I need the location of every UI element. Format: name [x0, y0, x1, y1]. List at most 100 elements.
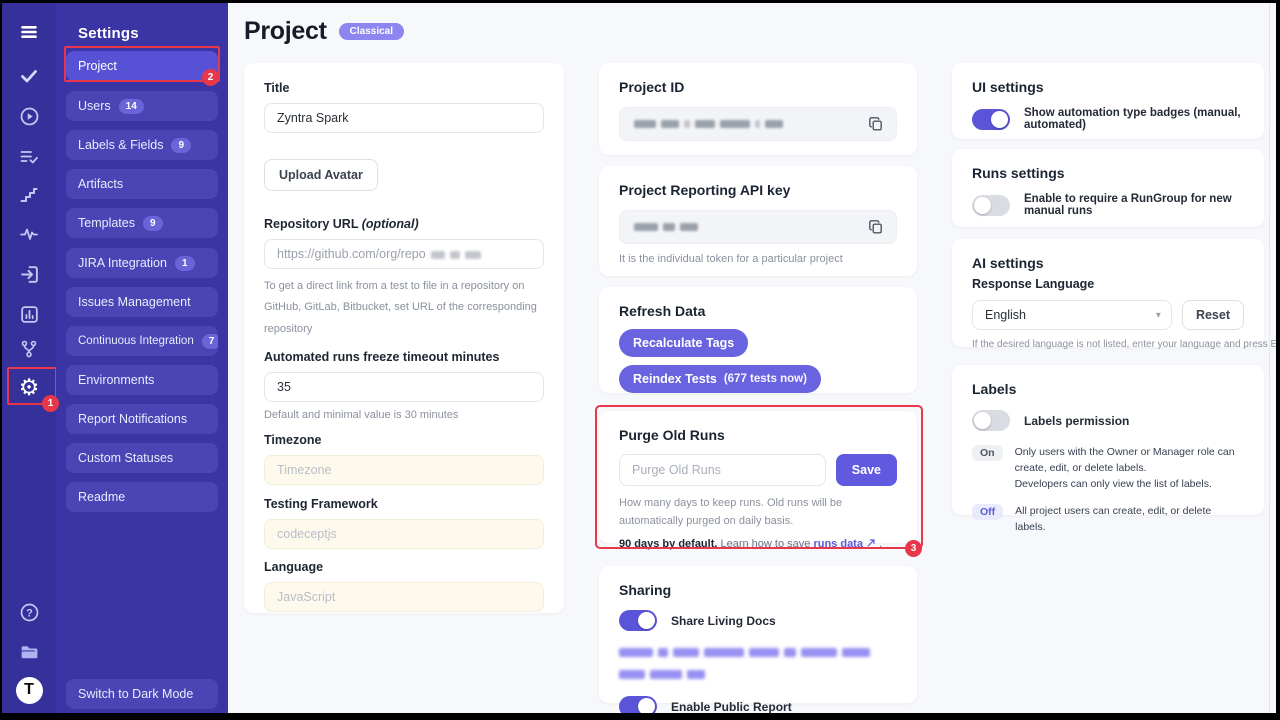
runs-data-link[interactable]: runs data: [813, 538, 863, 551]
labels-on-text: Only users with the Owner or Manager rol…: [1014, 446, 1235, 490]
ai-settings-card: AI settings Response Language English ▾ …: [952, 239, 1276, 350]
app-logo[interactable]: T: [2, 675, 56, 705]
language-input[interactable]: [264, 582, 544, 613]
project-form-card: Title Upload Avatar Repository URL (opti…: [244, 63, 564, 613]
api-key-help: It is the individual token for a particu…: [619, 253, 843, 265]
copy-icon[interactable]: [866, 217, 886, 237]
enable-public-report-label: Enable Public Report: [671, 699, 792, 714]
plans-list-check-icon[interactable]: [2, 144, 56, 170]
annotation-badge-2: 2: [202, 69, 219, 86]
annotation-badge-1: 1: [42, 395, 59, 412]
upload-avatar-button[interactable]: Upload Avatar: [264, 159, 378, 191]
labels-title: Labels: [972, 381, 1017, 397]
ai-settings-title: AI settings: [972, 255, 1044, 271]
framework-input[interactable]: [264, 519, 544, 550]
language-label: Language: [264, 560, 324, 575]
nav-item-continuous-integration[interactable]: Continuous Integration 7: [66, 326, 218, 356]
living-docs-link-redacted-2: [619, 666, 897, 684]
repo-url-input[interactable]: https://github.com/org/repo: [264, 239, 544, 269]
repo-url-label: Repository URL (optional): [264, 217, 419, 231]
analytics-chart-icon[interactable]: [2, 301, 56, 327]
reset-button[interactable]: Reset: [1181, 300, 1244, 330]
projects-folder-icon[interactable]: [2, 639, 56, 665]
automation-badges-toggle[interactable]: [972, 108, 1010, 130]
nav-count: 7: [201, 333, 218, 349]
nav-item-issues-management[interactable]: Issues Management: [66, 287, 218, 317]
reindex-note: (677 tests now): [723, 373, 807, 385]
purge-save-button[interactable]: Save: [835, 454, 897, 486]
copy-icon[interactable]: [866, 114, 886, 134]
purge-help: How many days to keep runs. Old runs wil…: [619, 497, 843, 527]
branches-icon[interactable]: [2, 336, 56, 362]
nav-item-custom-statuses[interactable]: Custom Statuses: [66, 443, 218, 473]
dark-mode-toggle-button[interactable]: Switch to Dark Mode: [66, 679, 218, 709]
svg-text:?: ?: [26, 607, 33, 619]
rungroup-required-toggle[interactable]: [972, 194, 1010, 216]
response-language-select[interactable]: English ▾: [972, 300, 1172, 330]
labels-on-badge: On: [972, 445, 1003, 461]
external-link-icon: [866, 538, 876, 551]
settings-nav: Settings Project Users 14 Labels & Fields…: [56, 3, 228, 713]
nav-count: 9: [142, 215, 163, 231]
menu-icon[interactable]: [2, 19, 56, 45]
annotation-badge-3: 3: [905, 540, 922, 557]
pulse-activity-icon[interactable]: [2, 221, 56, 247]
nav-item-project[interactable]: Project: [66, 51, 218, 81]
nav-count: 14: [118, 98, 144, 114]
title-label: Title: [264, 81, 290, 95]
page-title: Project: [244, 17, 327, 45]
nav-count: 1: [174, 255, 195, 271]
rungroup-required-label: Enable to require a RunGroup for new man…: [1024, 193, 1232, 217]
nav-count: 9: [171, 137, 192, 153]
api-key-card: Project Reporting API key It is the indi…: [599, 166, 917, 276]
nav-item-users[interactable]: Users 14: [66, 91, 218, 121]
refresh-data-title: Refresh Data: [619, 303, 706, 319]
redacted-value: [634, 218, 703, 236]
nav-item-readme[interactable]: Readme: [66, 482, 218, 512]
app-logo-letter: T: [15, 676, 43, 704]
import-icon[interactable]: [2, 261, 56, 287]
chevron-down-icon: ▾: [1155, 309, 1161, 321]
project-id-label: Project ID: [619, 79, 685, 95]
app-screen: ⚙ ? T 1 Settings Project Users 14 Labels …: [2, 3, 1276, 713]
classical-badge: Classical: [338, 23, 405, 40]
repo-url-help: To get a direct link from a test to file…: [264, 280, 537, 335]
runs-play-icon[interactable]: [2, 103, 56, 129]
help-icon[interactable]: ?: [2, 599, 56, 625]
automation-badges-label: Show automation type badges (manual, aut…: [1024, 107, 1241, 131]
settings-gear-icon[interactable]: ⚙: [18, 373, 40, 400]
living-docs-link-redacted[interactable]: [619, 644, 897, 662]
enable-public-report-toggle[interactable]: [619, 696, 657, 713]
scrollbar-track[interactable]: [1269, 3, 1270, 713]
ai-settings-help: If the desired language is not listed, e…: [972, 339, 1276, 350]
labels-permission-label: Labels permission: [1024, 413, 1130, 428]
tests-check-icon[interactable]: [2, 63, 56, 89]
project-id-field: [619, 107, 897, 141]
runs-settings-title: Runs settings: [972, 165, 1065, 181]
nav-item-environments[interactable]: Environments: [66, 365, 218, 395]
milestones-steps-icon[interactable]: [2, 182, 56, 208]
reindex-tests-button[interactable]: Reindex Tests (677 tests now): [619, 365, 821, 393]
nav-item-jira-integration[interactable]: JIRA Integration 1: [66, 248, 218, 278]
nav-item-templates[interactable]: Templates 9: [66, 208, 218, 238]
api-key-field: [619, 210, 897, 244]
nav-item-report-notifications[interactable]: Report Notifications: [66, 404, 218, 434]
nav-item-labels-fields[interactable]: Labels & Fields 9: [66, 130, 218, 160]
framework-label: Testing Framework: [264, 497, 378, 512]
timezone-label: Timezone: [264, 433, 322, 448]
project-id-card: Project ID: [599, 63, 917, 155]
nav-item-artifacts[interactable]: Artifacts: [66, 169, 218, 199]
freeze-timeout-input[interactable]: [264, 372, 544, 403]
api-key-label: Project Reporting API key: [619, 182, 791, 198]
title-input[interactable]: [264, 103, 544, 133]
refresh-data-card: Refresh Data Recalculate Tags Reindex Te…: [599, 287, 917, 393]
recalculate-tags-button[interactable]: Recalculate Tags: [619, 329, 749, 357]
timezone-input[interactable]: [264, 455, 544, 486]
purge-input[interactable]: [619, 454, 826, 486]
redacted-value: [634, 115, 788, 133]
share-living-docs-label: Share Living Docs: [671, 613, 776, 628]
labels-permission-toggle[interactable]: [972, 410, 1010, 431]
share-living-docs-toggle[interactable]: [619, 610, 657, 631]
icon-sidebar: ⚙ ? T 1: [2, 3, 59, 713]
freeze-timeout-label: Automated runs freeze timeout minutes: [264, 350, 500, 365]
